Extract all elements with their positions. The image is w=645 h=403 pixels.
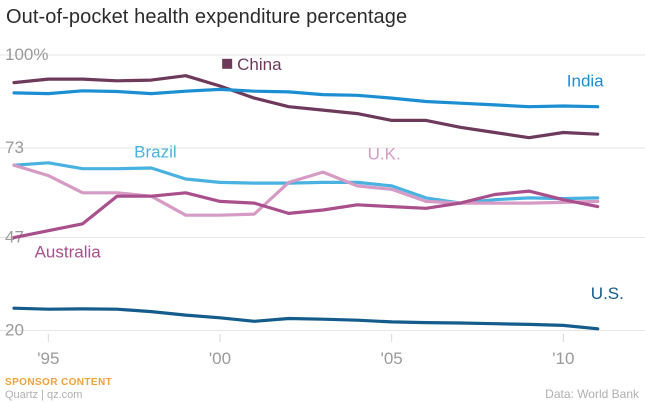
x-tick-label: '05 [381,349,403,368]
y-tick-label: 100% [5,45,48,64]
series-line-brazil [12,161,600,205]
series-labels: China India Brazil U.K. Australia U.S. [35,55,624,303]
legend-marker-china [222,58,233,69]
series-line-china [12,74,600,140]
series-label-australia: Australia [35,243,102,262]
series-line-u-k [12,163,600,217]
series-label-u-k: U.K. [368,145,401,164]
grid-lines [0,54,645,332]
series-lines [12,74,600,331]
series-label-china: China [237,55,282,74]
publisher-credit[interactable]: Quartz | qz.com [5,389,83,401]
series-label-u-s: U.S. [591,284,624,303]
y-tick-label: 20 [5,321,24,340]
data-source: Data: World Bank [545,387,639,401]
series-line-australia [12,189,600,240]
x-axis: '95 '00 '05 '10 [37,334,574,368]
x-tick-label: '95 [37,349,59,368]
x-tick-label: '00 [209,349,231,368]
x-tick-label: '10 [552,349,574,368]
series-line-india [12,87,600,109]
series-label-brazil: Brazil [134,143,177,162]
sponsor-label: SPONSOR CONTENT [5,377,113,388]
series-label-india: India [567,72,604,91]
chart-title: Out-of-pocket health expenditure percent… [6,6,408,28]
y-tick-label: 73 [5,138,24,157]
series-line-u-s [12,306,600,331]
